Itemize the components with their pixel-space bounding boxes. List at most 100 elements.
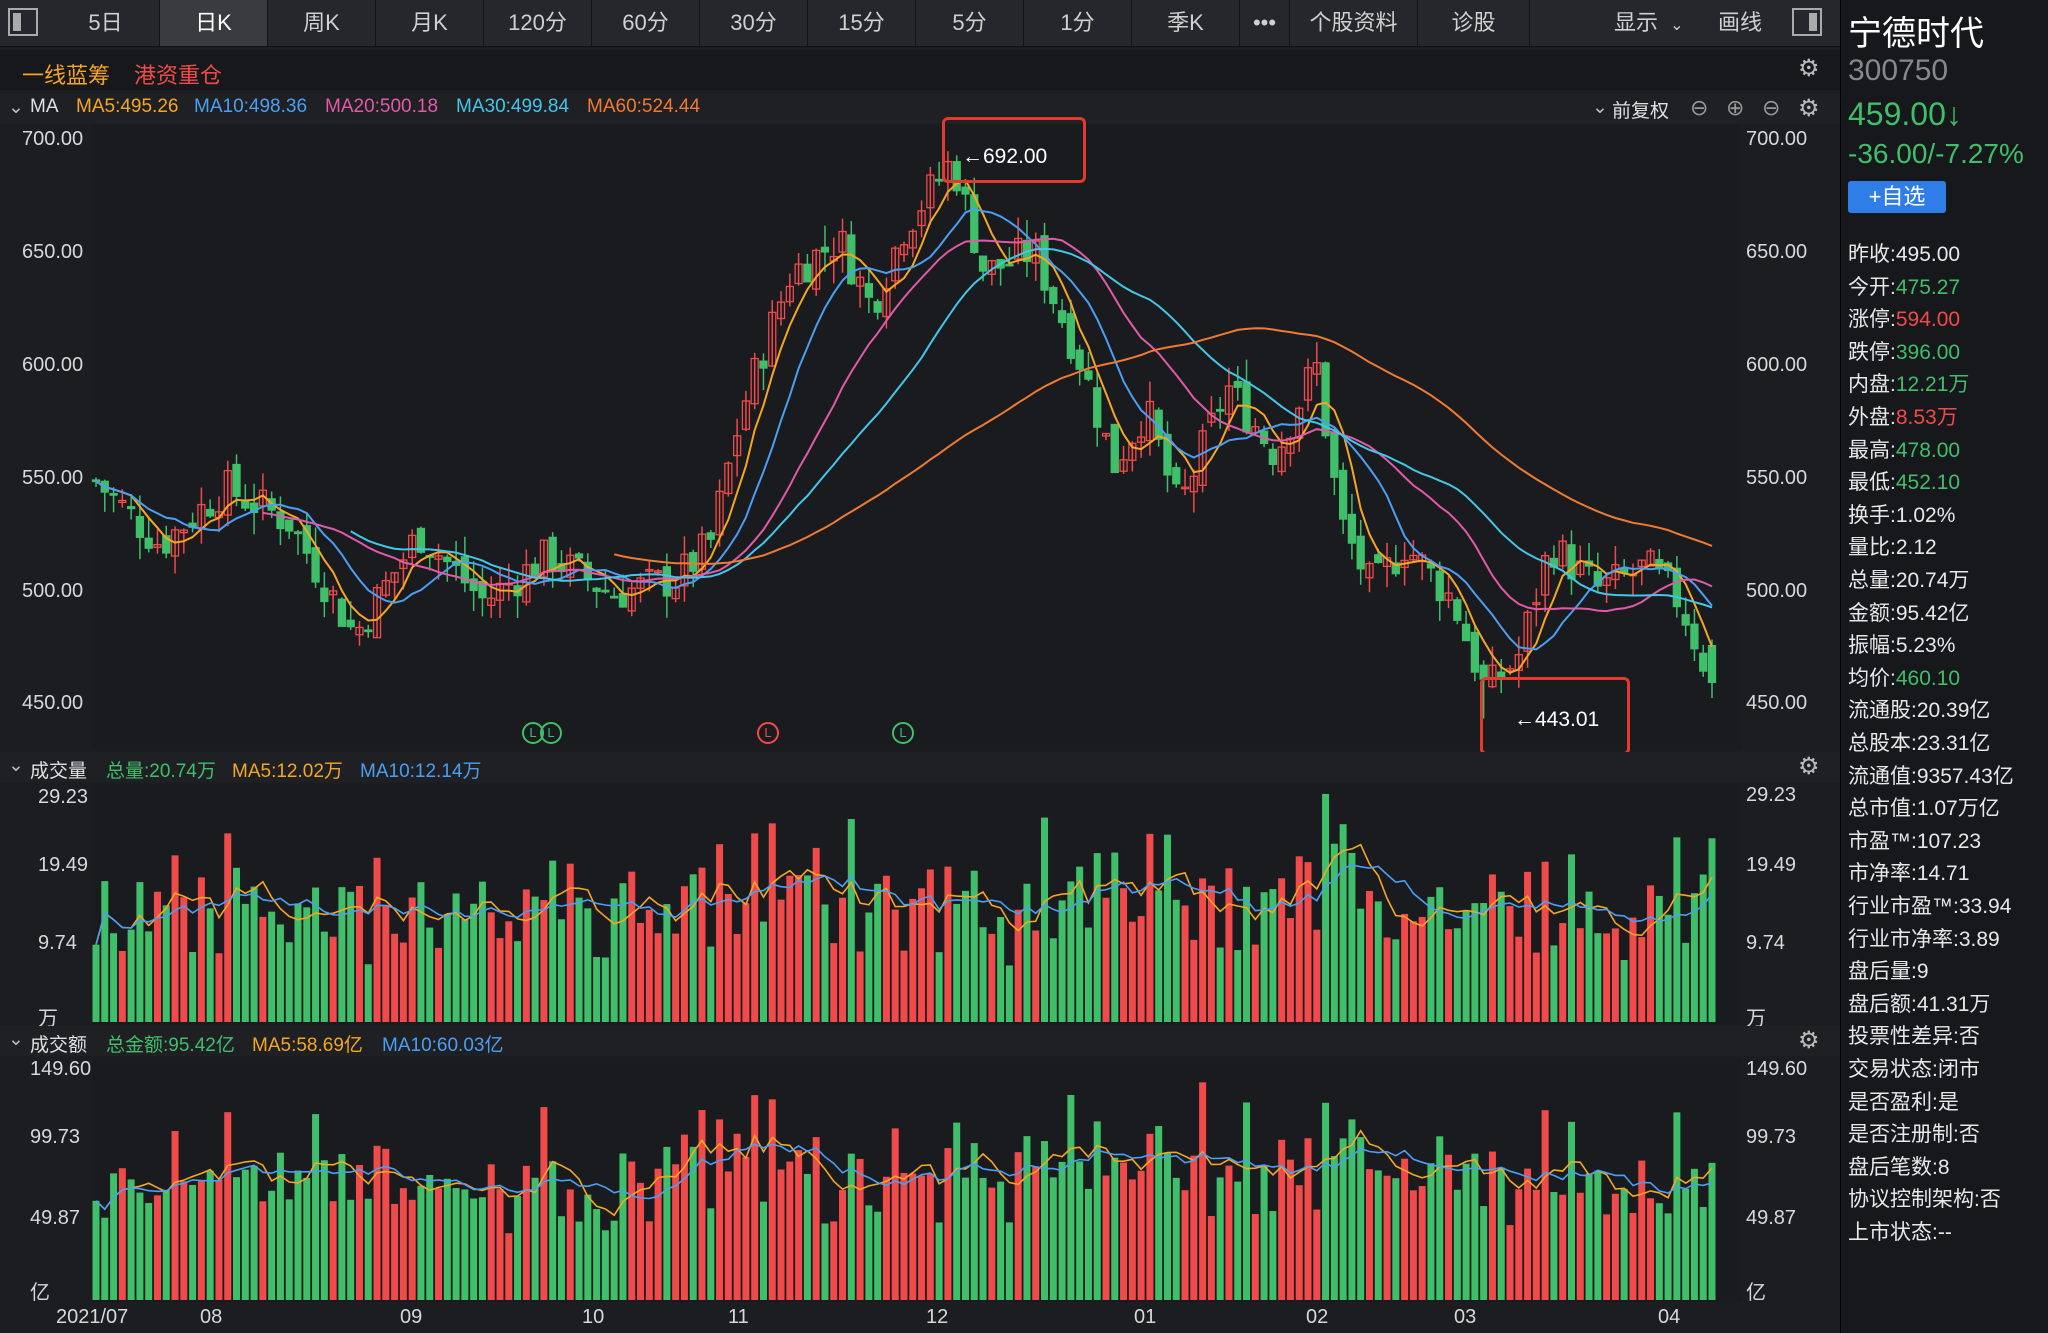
volume-bar — [1409, 921, 1417, 1022]
volume-bar — [909, 898, 917, 1022]
event-marker-icon[interactable]: L — [540, 722, 562, 744]
amount-bar — [250, 1165, 258, 1300]
candle-body — [1163, 433, 1172, 476]
candle-body — [706, 532, 715, 540]
candle-body — [1532, 602, 1541, 606]
display-menu[interactable]: 显示 — [1614, 10, 1659, 35]
stat-value: 495.00 — [1895, 243, 1961, 266]
amount-title[interactable]: 成交额 — [30, 1035, 88, 1056]
volume-bar — [1515, 936, 1523, 1022]
collapse-chevron-icon[interactable]: ⌄ — [8, 97, 24, 118]
draw-line-button[interactable]: 画线 — [1718, 10, 1763, 35]
amount-bar — [1436, 1136, 1444, 1300]
event-marker-icon[interactable]: L — [757, 722, 779, 744]
adjust-chevron-icon[interactable]: ⌄ — [1592, 97, 1608, 118]
amount-bar — [435, 1188, 443, 1300]
volume-bar — [1269, 889, 1277, 1022]
stat-row: 总量:20.74万 — [1848, 564, 1969, 594]
candle-body — [680, 553, 689, 587]
tab-1[interactable]: 日K — [160, 0, 268, 46]
volume-ma10: MA10:12.14万 — [360, 761, 482, 782]
volume-bar — [865, 912, 873, 1022]
candle-body — [1180, 486, 1190, 490]
candle-body — [592, 587, 601, 592]
minus-icon[interactable]: ⊖ — [1762, 95, 1781, 120]
tab-9[interactable]: 1分 — [1024, 0, 1132, 46]
volume-bar — [1374, 901, 1382, 1022]
candle-body — [206, 508, 215, 517]
zoom-out-icon[interactable]: ⊖ — [1690, 95, 1709, 120]
panel-toggle-icon[interactable] — [1792, 8, 1822, 36]
volume-bar — [557, 919, 565, 1022]
tab-3[interactable]: 月K — [376, 0, 484, 46]
tab-4[interactable]: 120分 — [484, 0, 592, 46]
tab-13[interactable]: 诊股 — [1418, 0, 1530, 46]
amount-bar — [1488, 1151, 1496, 1300]
amount-bar — [136, 1192, 144, 1300]
volume-bar — [180, 897, 188, 1022]
candle-body — [311, 547, 320, 583]
amount-bar — [900, 1172, 908, 1300]
amount-bar — [1541, 1110, 1549, 1300]
volume-bar — [1251, 944, 1259, 1022]
price-axis-tick: 650.00 — [1746, 241, 1808, 263]
volume-axis-tick: 29.23 — [38, 786, 89, 808]
collapse-chevron-icon[interactable]: ⌄ — [8, 755, 24, 776]
event-marker-icon[interactable]: L — [892, 722, 914, 744]
tab-7[interactable]: 15分 — [808, 0, 916, 46]
amount-bar — [153, 1195, 161, 1300]
volume-bar — [1330, 843, 1338, 1022]
amount-bar — [716, 1119, 724, 1300]
zoom-in-icon[interactable]: ⊕ — [1726, 95, 1745, 120]
kline-chart[interactable] — [0, 0, 1840, 1333]
tab-8[interactable]: 5分 — [916, 0, 1024, 46]
stat-value: 否 — [1979, 1188, 2001, 1212]
amount-bar — [786, 1161, 794, 1300]
amount-bar — [505, 1233, 513, 1300]
candle-body — [855, 276, 865, 287]
gear-icon[interactable]: ⚙ — [1798, 55, 1820, 82]
stat-row: 上市状态:-- — [1848, 1216, 1952, 1246]
volume-bar — [136, 882, 144, 1022]
sidebar-toggle-icon[interactable] — [8, 8, 38, 36]
volume-bar — [1567, 854, 1575, 1022]
stat-label: 外盘: — [1848, 406, 1896, 429]
gear-icon[interactable]: ⚙ — [1798, 95, 1820, 122]
candle-body — [1461, 623, 1471, 642]
stat-value: 475.27 — [1895, 275, 1961, 299]
stat-value: 2.12 — [1895, 536, 1937, 560]
tab-12[interactable]: 个股资料 — [1290, 0, 1418, 46]
candle-body — [566, 554, 575, 578]
tag-hk-capital[interactable]: 港资重仓 — [134, 63, 223, 88]
tab-10[interactable]: 季K — [1132, 0, 1240, 46]
tab-5[interactable]: 60分 — [592, 0, 700, 46]
chevron-down-icon[interactable]: ⌄ — [1670, 17, 1684, 34]
amount-bar — [1278, 1139, 1286, 1300]
volume-bar — [1207, 885, 1215, 1022]
volume-bar — [276, 924, 284, 1022]
tab-2[interactable]: 周K — [268, 0, 376, 46]
adjust-select[interactable]: 前复权 — [1612, 101, 1670, 122]
stat-row: 行业市盈™:33.94 — [1848, 890, 2011, 920]
tab-0[interactable]: 5日 — [52, 0, 160, 46]
candle-body — [715, 490, 724, 536]
add-watchlist-button[interactable]: +自选 — [1848, 181, 1946, 213]
ma-label[interactable]: MA — [30, 96, 59, 117]
candle-body — [978, 255, 988, 272]
gear-icon[interactable]: ⚙ — [1798, 753, 1820, 780]
volume-bar — [1199, 878, 1207, 1022]
tag-blue-chip[interactable]: 一线蓝筹 — [22, 63, 111, 88]
amount-bar — [1462, 1163, 1470, 1300]
tab-6[interactable]: 30分 — [700, 0, 808, 46]
tab-11[interactable]: ••• — [1240, 0, 1290, 46]
volume-ma10-line — [95, 863, 1713, 945]
amount-bar — [610, 1220, 618, 1300]
volume-bar — [1023, 883, 1031, 1022]
collapse-chevron-icon[interactable]: ⌄ — [8, 1029, 24, 1050]
gear-icon[interactable]: ⚙ — [1798, 1027, 1820, 1054]
stat-value: -- — [1937, 1221, 1952, 1244]
volume-bar — [303, 907, 311, 1022]
amount-bar — [189, 1184, 197, 1300]
volume-bar — [549, 860, 557, 1022]
volume-title[interactable]: 成交量 — [30, 761, 88, 782]
